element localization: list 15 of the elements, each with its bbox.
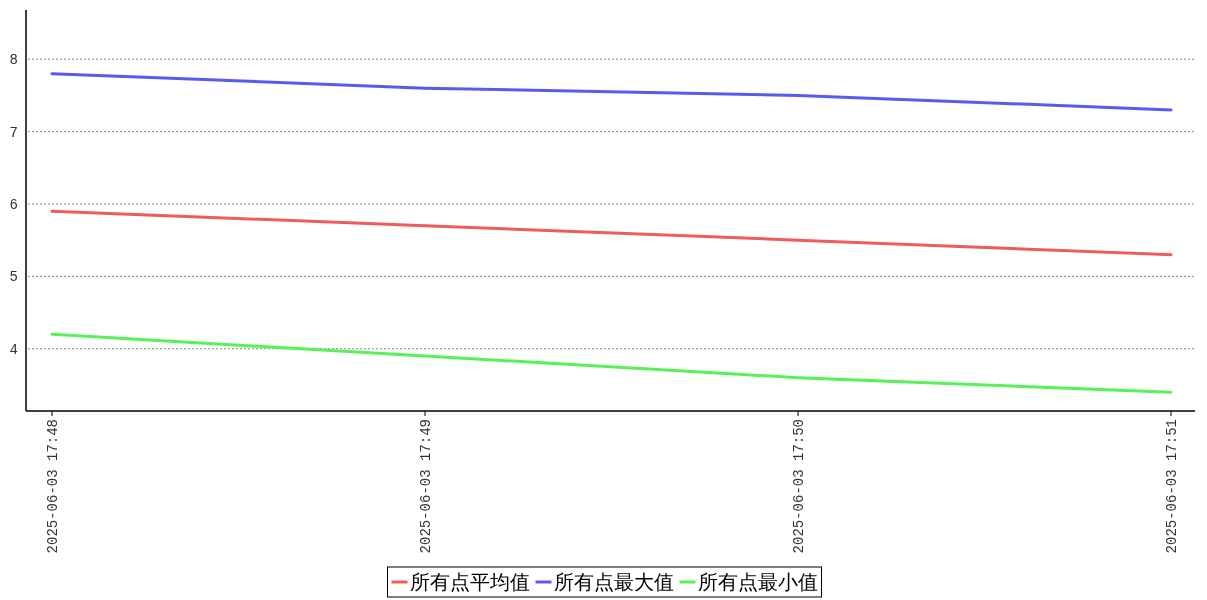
line-series bbox=[50, 72, 1173, 112]
x-tick-label: 2025-06-03 17:49 bbox=[418, 419, 434, 554]
legend-label: 所有点平均值 bbox=[409, 570, 530, 594]
legend-label: 所有点最大值 bbox=[553, 570, 674, 594]
line-series bbox=[50, 332, 1173, 394]
y-tick-label: 5 bbox=[9, 269, 18, 286]
x-tick-label: 2025-06-03 17:51 bbox=[1164, 419, 1180, 554]
x-tick-label: 2025-06-03 17:50 bbox=[791, 419, 807, 554]
x-tick-label: 2025-06-03 17:48 bbox=[45, 419, 61, 554]
y-tick-label: 6 bbox=[9, 196, 18, 213]
legend-label: 所有点最小值 bbox=[697, 570, 818, 594]
y-tick-label: 8 bbox=[9, 52, 18, 69]
line-series bbox=[50, 209, 1173, 257]
y-tick-label: 7 bbox=[9, 124, 18, 141]
y-tick-label: 4 bbox=[9, 341, 18, 358]
